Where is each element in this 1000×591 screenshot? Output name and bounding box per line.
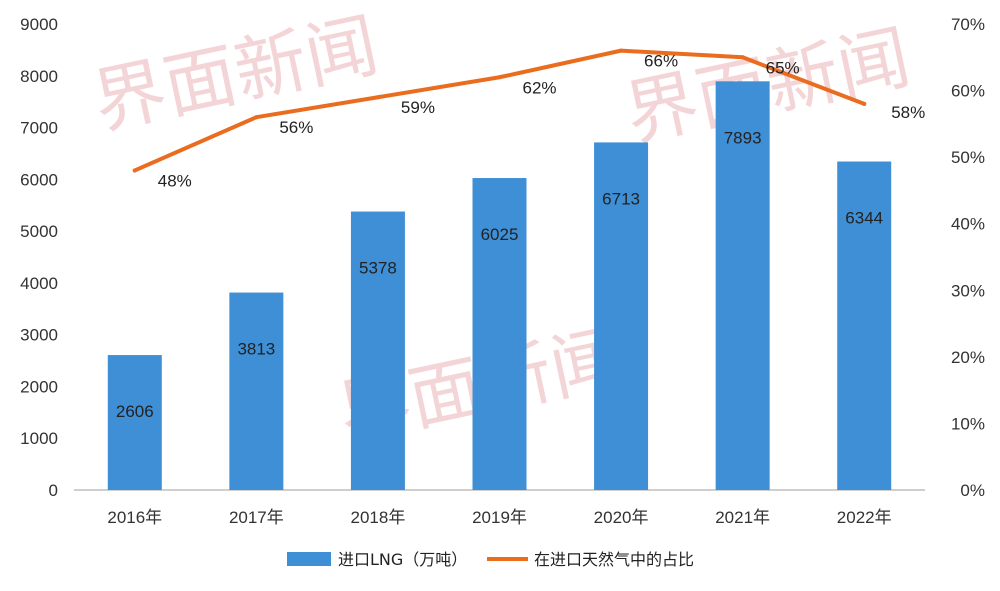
axes-group: 0 1000 2000 3000 4000 5000 6000 7000 8000 9000 0% 1… [20,15,985,527]
y-left-tick-label: 4000 [20,274,58,293]
bar [350,211,405,490]
line-data-label: 59% [401,98,435,117]
y-left-tick-label: 0 [49,481,58,500]
y-left-tick-label: 2000 [20,377,58,396]
bar-data-label: 7893 [724,128,762,147]
legend-swatch-bar [287,552,331,566]
line-point [619,48,624,53]
y-right-tick-label: 20% [951,348,985,367]
line-point [132,168,137,173]
y-right-tick-label: 0% [960,481,985,500]
y-left-tick-label: 5000 [20,222,58,241]
line-data-label: 62% [522,78,556,97]
line-data-label: 66% [644,52,678,71]
y-right-tick-label: 40% [951,215,985,234]
y-left-tick-label: 3000 [20,326,58,345]
x-tick-label: 2016年 [107,508,162,527]
y-left-tick-label: 8000 [20,67,58,86]
x-tick-label: 2017年 [229,508,284,527]
watermark-text: 界面新闻 [86,3,385,145]
bar-data-label: 6025 [481,225,519,244]
data-labels: 2606 3813 5378 6025 6713 7893 6344 48% 56% 59% 62%… [116,52,925,421]
legend-label-line: 在进口天然气中的占比 [534,550,694,569]
bar [594,142,649,490]
line-data-label: 65% [766,58,800,77]
bar [472,178,527,491]
y-left-tick-label: 9000 [20,15,58,34]
bar [715,81,770,491]
y-left-tick-label: 7000 [20,119,58,138]
bar-data-label: 6713 [602,189,640,208]
y-left-tick-label: 6000 [20,170,58,189]
y-right-tick-label: 50% [951,148,985,167]
legend: 进口LNG（万吨） 在进口天然气中的占比 [287,550,694,569]
bar-series [107,81,892,491]
line-data-label: 48% [158,171,192,190]
line-point [862,101,867,106]
y-left-tick-label: 1000 [20,429,58,448]
bar-data-label: 5378 [359,259,397,278]
line-data-label: 58% [891,103,925,122]
y-right-tick-label: 70% [951,15,985,34]
x-tick-label: 2021年 [715,508,770,527]
line-point [497,75,502,80]
bar [229,292,284,490]
x-tick-label: 2020年 [594,508,649,527]
bar-data-label: 3813 [237,340,275,359]
x-tick-label: 2018年 [351,508,406,527]
line-series [132,48,867,173]
bar-data-label: 6344 [845,209,883,228]
legend-label-bar: 进口LNG（万吨） [338,550,467,569]
line-data-label: 56% [279,118,313,137]
bar [107,355,162,490]
line-point [375,95,380,100]
y-right-tick-label: 60% [951,82,985,101]
x-tick-label: 2022年 [837,508,892,527]
y-right-tick-label: 30% [951,281,985,300]
bar-data-label: 2606 [116,402,154,421]
y-right-tick-label: 10% [951,414,985,433]
x-tick-label: 2019年 [472,508,527,527]
bar [837,161,892,490]
line-point [740,55,745,60]
line-point [254,115,259,120]
